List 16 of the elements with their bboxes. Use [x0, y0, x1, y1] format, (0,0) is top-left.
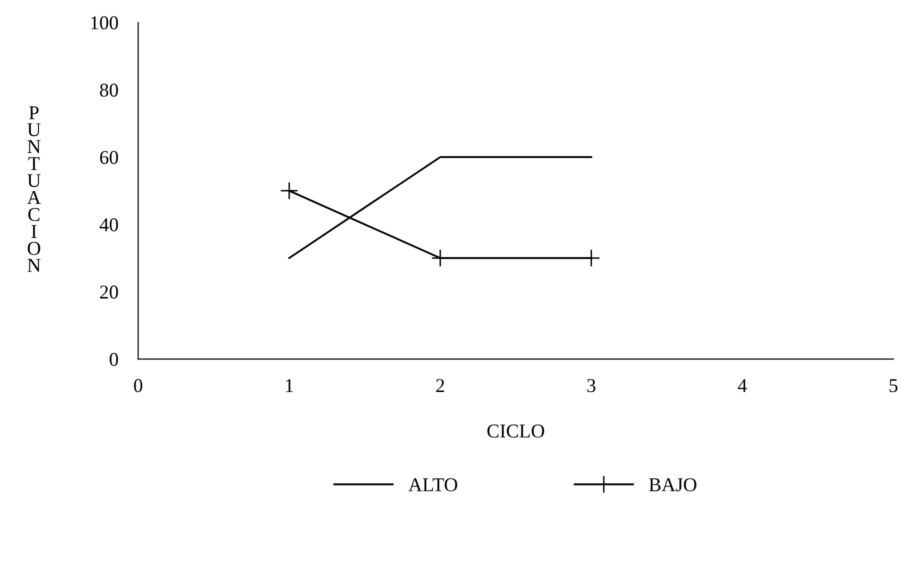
- y-tick-label: 80: [100, 84, 118, 97]
- y-tick-label: 0: [110, 352, 118, 366]
- x-axis-title: CICLO: [487, 424, 544, 438]
- y-tick-label: 100: [91, 16, 118, 30]
- y-tick-label: 60: [100, 150, 118, 164]
- y-tick-label: 40: [100, 218, 118, 232]
- x-tick-label: 0: [134, 379, 142, 392]
- x-tick-label: 5: [890, 379, 898, 392]
- x-tick-label: 1: [286, 379, 293, 392]
- legend-label: ALTO: [408, 478, 458, 492]
- x-tick-label: 2: [436, 379, 444, 392]
- x-tick-label: 4: [738, 379, 747, 392]
- y-tick-label: 20: [100, 286, 118, 299]
- text: P U N T U A C I O N: [27, 106, 41, 272]
- legend-label: BAJO: [649, 478, 696, 492]
- x-tick-label: 3: [587, 379, 596, 392]
